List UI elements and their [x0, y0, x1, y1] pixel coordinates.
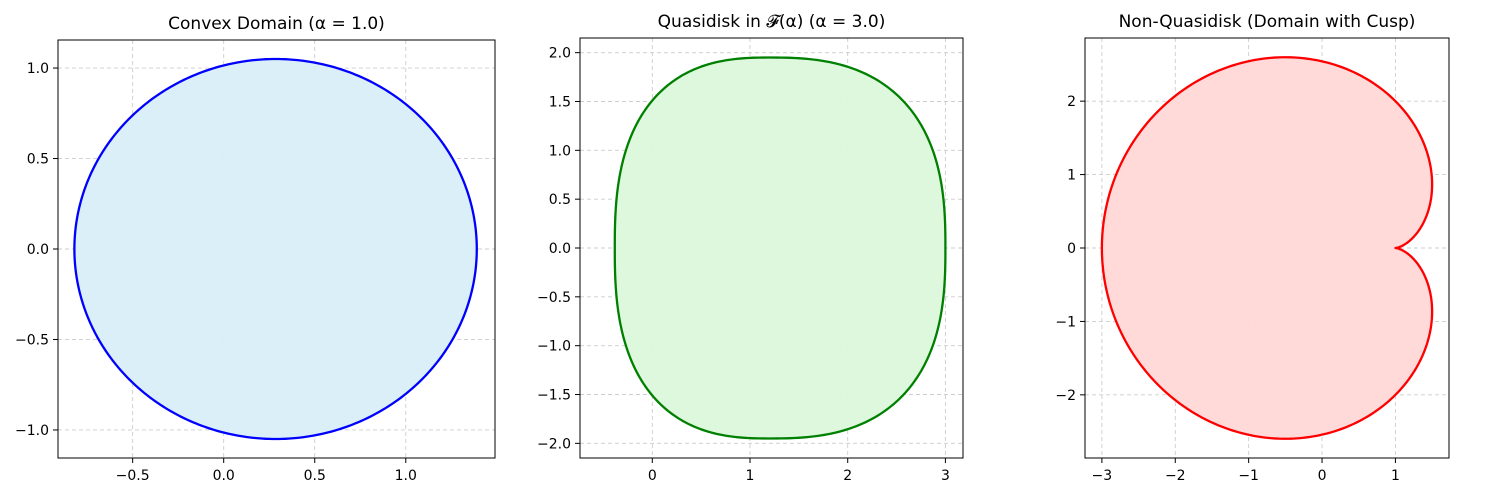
subplot-title: Quasidisk in 𝓕(α) (α = 3.0) — [658, 12, 886, 32]
y-tick-label: 2 — [1067, 94, 1076, 110]
subplot-non-quasidisk: −3 −2 −1 0 1 −2 −1 0 1 2 Non-Quasidisk (Domain wit… — [1055, 12, 1450, 484]
subplot-title: Non-Quasidisk (Domain with Cusp) — [1119, 12, 1416, 32]
x-tick-label: 2 — [843, 468, 852, 484]
subplot-quasidisk: 0 1 2 3 −2.0 −1.5 −1.0 −0.5 0.0 0.5 1.0 1.5 2.0 Quasi… — [537, 12, 964, 484]
x-tick-label: 1 — [1391, 468, 1400, 484]
y-tick-label: −1 — [1055, 314, 1076, 330]
y-tick-label: −1.0 — [537, 339, 571, 355]
y-tick-label: 2.0 — [549, 46, 571, 62]
x-tick-label: 0.0 — [213, 468, 235, 484]
y-tick-label: 0.5 — [27, 152, 49, 168]
x-tick-label: −3 — [1092, 468, 1113, 484]
x-tick-label: 0.5 — [304, 468, 326, 484]
domain-boundary-line — [613, 56, 947, 440]
y-tick-label: −0.5 — [15, 332, 49, 348]
y-tick-label: −0.5 — [537, 290, 571, 306]
y-tick-label: 1.5 — [549, 94, 571, 110]
x-tick-label: 0 — [1318, 468, 1327, 484]
y-tick-label: −2 — [1055, 388, 1076, 404]
y-tick-label: −1.5 — [537, 388, 571, 404]
domain-boundary-line — [73, 57, 478, 441]
y-tick-label: 0.0 — [549, 241, 571, 257]
x-tick-label: 1 — [746, 468, 755, 484]
domain-fill — [1101, 57, 1433, 439]
x-tick-label: 3 — [941, 468, 950, 484]
x-tick-label: −1 — [1238, 468, 1259, 484]
y-tick-label: 0.5 — [549, 192, 571, 208]
x-tick-label: 1.0 — [395, 468, 417, 484]
y-tick-label: 1.0 — [549, 143, 571, 159]
y-tick-label: 0 — [1067, 241, 1076, 257]
subplot-title: Convex Domain (α = 1.0) — [168, 14, 385, 34]
domain-boundary-line — [1100, 56, 1434, 440]
y-tick-label: −1.0 — [15, 423, 49, 439]
y-tick-label: 1.0 — [27, 61, 49, 77]
y-tick-label: 0.0 — [27, 242, 49, 258]
y-tick-label: −2.0 — [537, 436, 571, 452]
x-tick-label: −2 — [1165, 468, 1186, 484]
x-tick-label: 0 — [648, 468, 657, 484]
subplot-convex-domain: −0.5 0.0 0.5 1.0 −1.0 −0.5 0.0 0.5 1.0 Convex Dom… — [15, 14, 496, 484]
domain-fill — [74, 59, 477, 439]
x-tick-label: −0.5 — [116, 468, 150, 484]
domain-fill — [614, 57, 946, 439]
y-tick-label: 1 — [1067, 168, 1076, 184]
